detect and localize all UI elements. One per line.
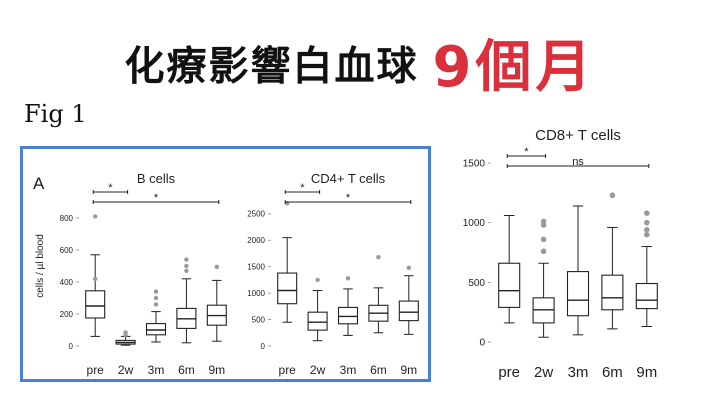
chart1-y-tick-label: 600	[60, 246, 74, 255]
panel-a-frame	[20, 146, 431, 382]
chart1-outlier-point	[123, 330, 128, 335]
chart1-outlier-point	[153, 289, 159, 294]
headline-text: 化療影響白血球	[124, 43, 419, 90]
chart2-category-label: 2w	[310, 363, 326, 377]
chart2-box	[307, 311, 328, 331]
chart2-category-label: 6m	[370, 363, 387, 377]
chart1-outlier-point	[153, 302, 159, 307]
chart1-y-tick-label: 400	[60, 278, 74, 287]
chart3-category-label: 9m	[636, 364, 657, 381]
chart3-y-tick-label: 1000	[463, 218, 486, 229]
chart1-category-label: 9m	[208, 363, 225, 377]
chart2-box	[277, 272, 298, 305]
chart1-category-label: 2w	[118, 363, 134, 377]
chart2-outlier-point	[376, 255, 381, 260]
chart1-box	[85, 290, 106, 319]
chart2-y-tick-label: 2500	[247, 210, 265, 219]
chart3-outlier-point	[609, 192, 616, 199]
chart2-title: CD4+ T cells	[311, 171, 386, 186]
chart1-y-tick-label: 0	[69, 342, 74, 351]
chart3-y-tick-label: 500	[468, 278, 485, 289]
chart3-outlier-point	[644, 210, 650, 216]
chart3-significance-label: *	[524, 146, 529, 158]
chart2-outlier-point	[315, 277, 320, 283]
chart1-significance-label: *	[108, 182, 113, 194]
chart3-box	[498, 262, 521, 308]
chart3-significance-label: ns	[572, 156, 584, 168]
chart3-outlier-point	[644, 219, 650, 226]
chart1-category-label: pre	[87, 363, 105, 377]
chart1-outlier-point	[184, 257, 189, 262]
chart2-category-label: 9m	[400, 363, 417, 377]
figure-label: Fig 1	[24, 100, 87, 128]
headline: 化療影響白血球 9個月	[0, 22, 720, 103]
chart2-y-tick-label: 2000	[247, 236, 265, 245]
chart2-outlier-point	[406, 265, 411, 270]
chart2-box	[337, 306, 359, 325]
chart2-y-tick-label: 1500	[247, 263, 265, 272]
chart1-y-tick-label: 200	[60, 310, 74, 319]
chart3-outlier-point	[540, 236, 547, 243]
chart2-outlier-point	[345, 276, 351, 281]
chart3-outlier-point	[644, 231, 650, 238]
chart3-category-label: pre	[498, 364, 520, 381]
chart1-outlier-point	[184, 268, 189, 273]
chart2-significance-label: *	[346, 192, 351, 204]
chart3-y-tick-label: 0	[479, 338, 485, 349]
chart3-category-label: 6m	[602, 364, 623, 381]
chart3-box	[566, 271, 590, 317]
chart1-box	[145, 323, 167, 336]
chart2-category-label: 3m	[340, 363, 357, 377]
chart3-box	[601, 274, 624, 311]
chart2-y-tick-label: 1000	[247, 289, 265, 298]
chart3-y-tick-label: 1500	[463, 159, 486, 170]
chart2-y-tick-label: 500	[252, 315, 266, 324]
headline-duration: 9個月	[432, 35, 596, 100]
chart2-significance-label: *	[300, 182, 305, 194]
chart2-box	[398, 300, 419, 322]
chart1-outlier-point	[153, 295, 159, 301]
panel-letter: A	[33, 174, 45, 193]
chart1-outlier-point	[93, 214, 98, 219]
chart1-category-label: 3m	[148, 363, 165, 377]
chart1-category-label: 6m	[178, 363, 195, 377]
chart3-category-label: 2w	[534, 364, 553, 381]
chart3-title: CD8+ T cells	[535, 127, 621, 144]
chart3-box	[635, 282, 658, 310]
chart1-outlier-point	[214, 264, 219, 269]
chart3-category-label: 3m	[568, 364, 589, 381]
chart3-outlier-point	[540, 218, 547, 225]
chart3-outlier-point	[644, 227, 650, 233]
y-axis-label: cells / µl blood	[35, 234, 46, 298]
chart1-title: B cells	[137, 171, 176, 186]
chart1-outlier-point	[93, 276, 98, 281]
chart3-outlier-point	[540, 248, 547, 255]
chart1-outlier-point	[184, 263, 189, 269]
chart2-category-label: pre	[279, 363, 297, 377]
chart1-y-tick-label: 800	[60, 214, 74, 223]
chart1-significance-label: *	[154, 192, 159, 204]
chart2-y-tick-label: 0	[261, 342, 266, 351]
